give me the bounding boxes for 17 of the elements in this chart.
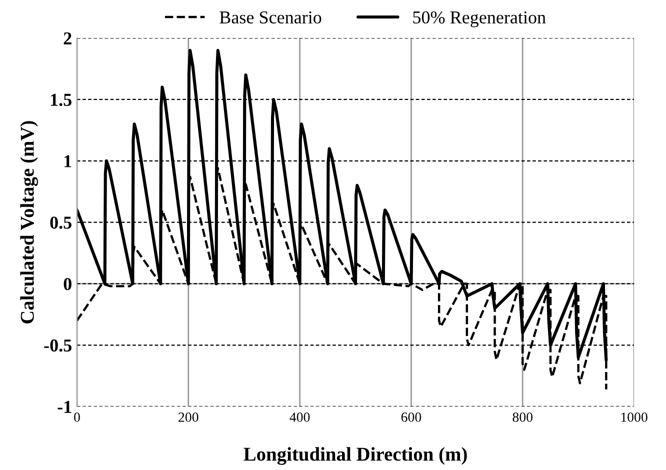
legend-label: 50% Regeneration: [413, 11, 546, 28]
y-tick-label: -1: [58, 400, 72, 413]
y-axis-title: Calculated Voltage (mV): [20, 121, 38, 324]
y-tick-label: 0: [64, 278, 72, 290]
x-tick-label: 0: [74, 412, 80, 422]
x-axis-title: Longitudinal Direction (m): [244, 447, 467, 465]
y-tick-label: -0.5: [44, 339, 72, 352]
y-tick-label: 0.5: [50, 216, 72, 229]
y-tick-label: 2: [64, 32, 72, 44]
legend-label: Base Scenario: [220, 11, 322, 24]
x-tick-label: 800: [512, 412, 533, 422]
x-tick-label: 200: [178, 412, 198, 422]
x-tick-label: 600: [401, 412, 422, 422]
x-tick-label: 1000: [621, 412, 648, 422]
y-tick-label: 1.5: [51, 94, 72, 106]
x-tick-label: 400: [290, 412, 310, 422]
y-tick-label: 1: [64, 155, 72, 168]
